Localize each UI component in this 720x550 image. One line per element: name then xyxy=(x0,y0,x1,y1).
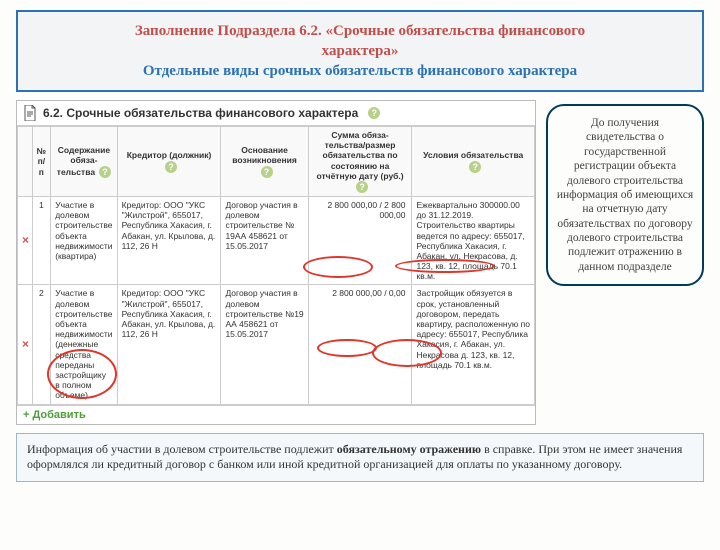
help-icon[interactable]: ? xyxy=(165,161,177,173)
footer-a: Информация об участии в долевом строител… xyxy=(27,442,337,456)
header-panel: Заполнение Подраздела 6.2. «Срочные обяз… xyxy=(16,10,704,92)
footer-note: Информация об участии в долевом строител… xyxy=(16,433,704,482)
help-icon[interactable]: ? xyxy=(368,107,380,119)
col-creditor: Кредитор (должник)? xyxy=(117,127,221,197)
col-sum: Сумма обяза­тельства/размер обязательств… xyxy=(308,127,412,197)
cell-conditions: Застройщик обязуется в срок, установленн… xyxy=(412,285,535,404)
side-callout: До получения свидетельства о государстве… xyxy=(546,104,704,286)
help-icon[interactable]: ? xyxy=(261,166,273,178)
help-icon[interactable]: ? xyxy=(99,166,111,178)
cell-sum: 2 800 000,00 / 2 800 000,00 xyxy=(308,196,412,285)
cell-basis: Договор участия в долевом строительстве … xyxy=(221,285,308,404)
header-title-line2: характера» xyxy=(322,43,399,59)
footer-b: обязательному отражению xyxy=(337,442,481,456)
table-row: ×1Участие в долевом строитель­стве объек… xyxy=(18,196,535,285)
table-title-bar: 6.2. Срочные обязательства финансового х… xyxy=(17,101,535,126)
cell-content: Участие в долевом строитель­стве объекта… xyxy=(51,196,117,285)
cell-content: Участие в долевом строитель­стве объекта… xyxy=(51,285,117,404)
table-row: ×2Участие в долевом строитель­стве объек… xyxy=(18,285,535,404)
cell-number: 1 xyxy=(32,196,51,285)
document-icon xyxy=(23,105,37,121)
col-conditions: Условия обязатель­ства? xyxy=(412,127,535,197)
cell-conditions: Ежеквартально 300000.00 до 31.12.2019. С… xyxy=(412,196,535,285)
obligations-table: № п/п Содержа­ние обяза­тельства? Кредит… xyxy=(17,126,535,405)
cell-creditor: Кредитор: ООО "УКС "Жилстрой", 655017, Р… xyxy=(117,285,221,404)
plus-icon: + xyxy=(23,409,29,421)
col-basis: Основание возникнове­ния? xyxy=(221,127,308,197)
table-panel: 6.2. Срочные обязательства финансового х… xyxy=(16,100,536,425)
header-subtitle: Отдельные виды срочных обязательств фина… xyxy=(32,63,688,80)
col-content: Содержа­ние обяза­тельства? xyxy=(51,127,117,197)
header-title-line1: Заполнение Подраздела 6.2. «Срочные обяз… xyxy=(135,23,585,39)
add-button[interactable]: + Добавить xyxy=(17,405,535,424)
col-number: № п/п xyxy=(32,127,51,197)
cell-number: 2 xyxy=(32,285,51,404)
header-title: Заполнение Подраздела 6.2. «Срочные обяз… xyxy=(32,22,688,61)
delete-row-icon[interactable]: × xyxy=(18,285,33,404)
help-icon[interactable]: ? xyxy=(469,161,481,173)
cell-sum: 2 800 000,00 / 0,00 xyxy=(308,285,412,404)
add-label: Добавить xyxy=(32,409,85,421)
table-title-text: 6.2. Срочные обязательства финансового х… xyxy=(43,106,358,120)
delete-row-icon[interactable]: × xyxy=(18,196,33,285)
cell-basis: Договор участия в долевом строительстве … xyxy=(221,196,308,285)
cell-creditor: Кредитор: ООО "УКС "Жилстрой", 655017, Р… xyxy=(117,196,221,285)
help-icon[interactable]: ? xyxy=(356,181,368,193)
col-delete xyxy=(18,127,33,197)
